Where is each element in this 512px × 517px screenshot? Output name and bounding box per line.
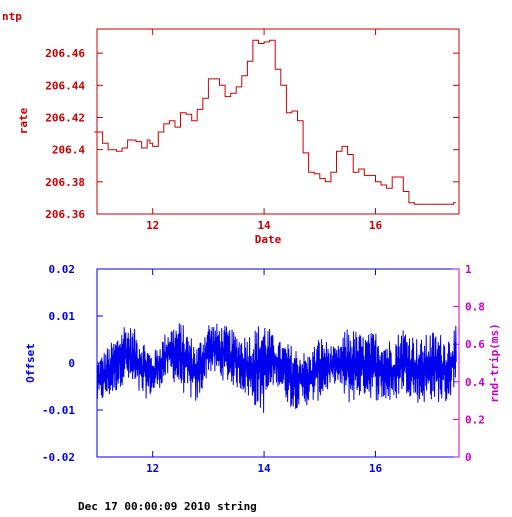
rate-x-tick-label: 14 xyxy=(257,219,271,232)
offset-y-tick-label: -0.01 xyxy=(42,404,75,417)
rate-plot-frame xyxy=(96,28,460,215)
rate-y-tick-label: 206.42 xyxy=(45,111,85,124)
offset-chart: Offset rnd-trip(ms) 12 14 16 -0.02 -0.01 0 0.0… xyxy=(24,263,501,475)
rate-x-axis-label: Date xyxy=(255,233,282,246)
rtt-y-axis-label: rnd-trip(ms) xyxy=(488,323,501,402)
rate-y-tick-label: 206.4 xyxy=(52,144,85,157)
rtt-y-tick-label: 0.6 xyxy=(465,338,485,351)
rate-x-tick-label: 12 xyxy=(146,219,159,232)
offset-y-axis-label: Offset xyxy=(24,343,37,383)
rtt-y-tick-label: 0.4 xyxy=(465,376,485,389)
offset-x-tick-label: 16 xyxy=(369,462,383,475)
offset-x-tick-label: 12 xyxy=(146,462,159,475)
rtt-y-tick-label: 1 xyxy=(465,263,472,276)
rate-x-tick-label: 16 xyxy=(369,219,383,232)
offset-y-tick-label: 0.02 xyxy=(49,263,76,276)
rtt-y-tick-label: 0.2 xyxy=(465,413,485,426)
rate-y-tick-label: 206.36 xyxy=(45,208,85,221)
page-label: ntp xyxy=(2,10,22,23)
rate-chart: rate Date 12 14 16 206.36 206.38 206.4 206.42 2… xyxy=(17,28,460,246)
offset-y-tick-label: 0.01 xyxy=(49,310,76,323)
rate-y-tick-label: 206.44 xyxy=(45,79,85,92)
footer-timestamp: Dec 17 00:00:09 2010 string xyxy=(78,500,257,512)
offset-y-tick-label: 0 xyxy=(68,357,75,370)
rate-series-line xyxy=(94,39,457,205)
offset-series-line xyxy=(96,323,457,413)
offset-x-tick-label: 14 xyxy=(257,462,271,475)
rate-y-tick-label: 206.38 xyxy=(45,176,85,189)
rtt-y-tick-label: 0.8 xyxy=(465,301,485,314)
rate-y-tick-label: 206.46 xyxy=(45,47,85,60)
offset-y-tick-label: -0.02 xyxy=(42,451,75,464)
rtt-y-tick-label: 0 xyxy=(465,451,472,464)
rate-y-axis-label: rate xyxy=(17,107,30,134)
